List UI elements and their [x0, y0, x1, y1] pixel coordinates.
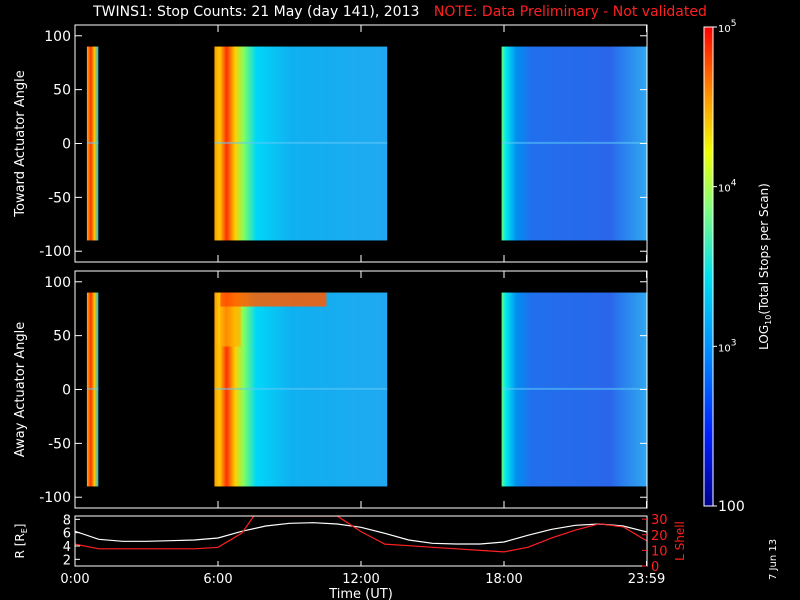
y-tick-label: 50 — [53, 83, 71, 99]
y-axis-label: Toward Actuator Angle — [13, 70, 28, 217]
high-count-band — [220, 306, 241, 347]
colorbar-tick-exponent: 3 — [731, 338, 737, 348]
right-tick-label: 10 — [651, 544, 668, 559]
left-tick-label: 6 — [63, 527, 71, 542]
radius-axis-label: R [RE] — [13, 524, 29, 559]
zero-angle-streak — [214, 387, 388, 390]
radius-line — [75, 522, 647, 545]
right-tick-label: 30 — [651, 513, 668, 528]
radius-axis-bracket: ] — [13, 524, 27, 529]
y-tick-label: -50 — [48, 190, 71, 206]
right-tick-label: 0 — [651, 560, 659, 575]
left-tick-label: 8 — [63, 513, 71, 528]
high-count-band — [220, 292, 327, 307]
right-tick-label: 20 — [651, 529, 668, 544]
x-tick-label: 6:00 — [203, 572, 232, 587]
colorbar-tick-label: 100 — [718, 499, 745, 515]
colorbar-tick-label: 104 — [718, 179, 737, 195]
zero-angle-streak — [86, 387, 99, 390]
away-actuator-panel: 100 50 0 -50 -100 Away Actuator Angle — [13, 270, 648, 509]
zero-angle-streak — [501, 141, 647, 144]
y-tick-label: -100 — [39, 244, 71, 260]
title-text: TWINS1: Stop Counts: 21 May (day 141), 2… — [93, 4, 420, 20]
preliminary-note: NOTE: Data Preliminary - Not validated — [433, 4, 707, 20]
colorbar-label: LOG10(Total Stops per Scan) — [757, 183, 773, 350]
chart-title: TWINS1: Stop Counts: 21 May (day 141), 2… — [0, 4, 800, 20]
zero-angle-streak — [86, 141, 99, 144]
colorbar-tick-exponent: 4 — [731, 179, 737, 189]
x-tick-label: 18:00 — [485, 572, 522, 587]
y-tick-label: 100 — [44, 275, 71, 291]
radius-axis-subscript: E — [20, 528, 29, 533]
colorbar-label-subscript: 10 — [764, 315, 773, 325]
colorbar-tick-exponent: 5 — [731, 19, 737, 29]
colorbar-tick-label: 103 — [718, 338, 736, 354]
y-tick-label: 100 — [44, 29, 71, 45]
y-tick-label: 50 — [53, 329, 71, 345]
x-tick-label: 12:00 — [342, 572, 379, 587]
zero-angle-streak — [501, 387, 647, 390]
zero-angle-streak — [214, 141, 388, 144]
y-tick-label: 0 — [62, 137, 71, 153]
x-tick-label: 23:59 — [628, 572, 665, 587]
y-tick-label: 0 — [62, 383, 71, 399]
colorbar-gradient — [703, 26, 714, 507]
y-axis-label: Away Actuator Angle — [13, 322, 28, 457]
date-stamp: 7 Jun 13 — [768, 538, 779, 580]
x-tick-label: 0:00 — [60, 572, 89, 587]
l-shell-axis-label: L Shell — [673, 521, 687, 561]
x-axis-label: Time (UT) — [328, 587, 393, 600]
colorbar-tick-label: 105 — [718, 19, 736, 35]
toward-actuator-panel: 100 50 0 -50 -100 Toward Actuator Angle — [13, 24, 648, 263]
left-tick-label: 2 — [63, 553, 71, 568]
colorbar-label-rest: (Total Stops per Scan) — [757, 183, 771, 314]
l-shell-line — [75, 516, 647, 553]
y-tick-label: -100 — [39, 490, 71, 506]
left-tick-label: 4 — [63, 540, 71, 555]
y-tick-label: -50 — [48, 436, 71, 452]
